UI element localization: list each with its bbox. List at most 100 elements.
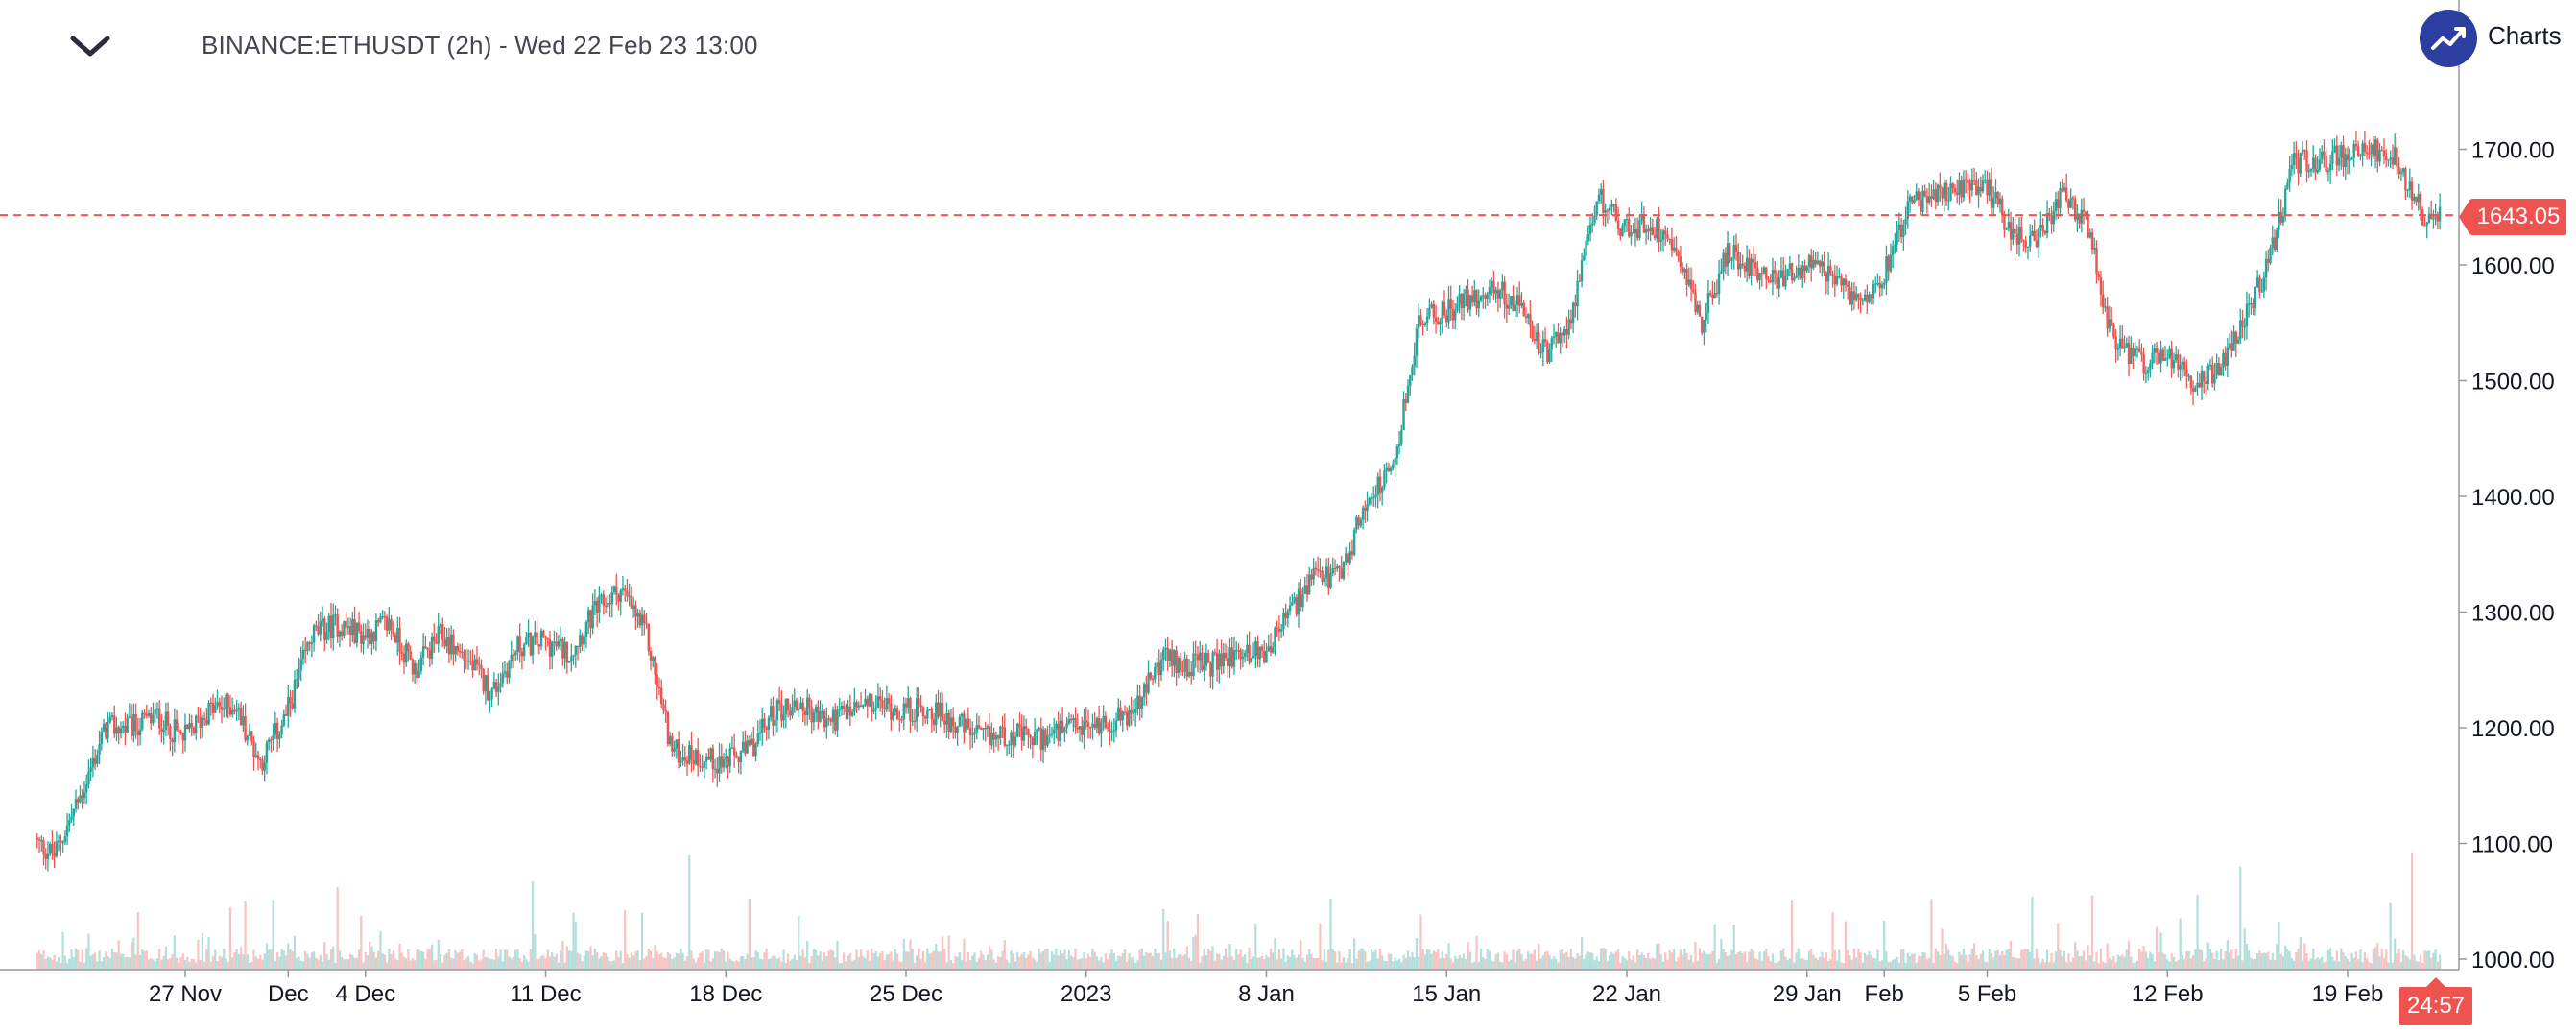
volume-bar xyxy=(2054,951,2058,970)
candle-body xyxy=(1494,289,1497,294)
candle-body xyxy=(385,616,389,631)
volume-bar xyxy=(821,960,823,970)
candle-body xyxy=(784,698,788,715)
candle-body xyxy=(1157,662,1160,676)
candle-body xyxy=(1630,232,1633,237)
candle-body xyxy=(2344,154,2347,168)
candle-body xyxy=(772,706,775,726)
candle-body xyxy=(1921,190,1924,212)
candle-body xyxy=(1548,349,1551,363)
candle-body xyxy=(1183,658,1186,672)
volume-bar xyxy=(1679,949,1682,970)
volume-bar xyxy=(250,962,253,970)
volume-bar xyxy=(301,961,305,970)
candle-body xyxy=(503,671,507,674)
volume-bar xyxy=(1235,949,1238,970)
candle-body xyxy=(173,719,177,743)
candle-body xyxy=(2436,216,2440,222)
volume-bar xyxy=(2208,949,2212,970)
volume-bar xyxy=(1899,949,1903,970)
candle-body xyxy=(2043,230,2047,234)
candle-body xyxy=(2378,150,2381,162)
volume-bar xyxy=(1689,955,1693,970)
volume-bar xyxy=(270,949,273,970)
candle-body xyxy=(1235,650,1238,652)
volume-bar xyxy=(1889,961,1893,970)
candle-body xyxy=(2085,211,2087,216)
candle-body xyxy=(2088,232,2091,238)
volume-bar xyxy=(201,932,203,970)
volume-bar xyxy=(2241,960,2244,970)
volume-bar xyxy=(1126,961,1129,970)
candle-body xyxy=(1246,644,1249,653)
candle-body xyxy=(2009,222,2013,240)
volume-bar xyxy=(60,962,62,970)
volume-bar xyxy=(490,958,493,970)
candle-body xyxy=(2326,170,2330,173)
volume-bar xyxy=(510,958,513,970)
volume-bar xyxy=(2314,959,2317,970)
candle-body xyxy=(1260,646,1264,651)
candle-body xyxy=(902,703,905,720)
volume-bar xyxy=(2404,954,2407,970)
volume-bar xyxy=(716,951,719,970)
volume-bar xyxy=(1986,962,1989,970)
volume-bar xyxy=(2063,950,2066,970)
volume-bar xyxy=(952,963,955,970)
volume-bar xyxy=(610,961,613,970)
candle-body xyxy=(2382,150,2386,157)
volume-bar xyxy=(1668,949,1671,970)
logo-text[interactable]: Charts xyxy=(2488,21,2562,50)
volume-bar xyxy=(383,954,386,970)
candle-body xyxy=(2104,306,2107,308)
volume-bar xyxy=(2378,956,2381,970)
candle-body xyxy=(152,714,155,724)
candle-body xyxy=(1580,260,1584,282)
candle-body xyxy=(2286,182,2289,189)
chart-logo-icon[interactable] xyxy=(2420,10,2477,67)
candle-body xyxy=(1651,227,1655,236)
candle-body xyxy=(968,728,972,735)
volume-bar xyxy=(1734,953,1738,970)
volume-bar xyxy=(46,956,50,970)
volume-bar xyxy=(1625,960,1629,970)
candle-body xyxy=(546,637,549,640)
time-axis[interactable]: 27 Nov Dec 4 Dec 11 Dec 18 Dec 25 Dec 2023 8 Ja… xyxy=(149,970,2383,1007)
volume-bar xyxy=(1593,960,1596,970)
candle-body xyxy=(2370,144,2373,154)
volume-bar xyxy=(1475,935,1478,970)
candle-body xyxy=(1838,276,1841,278)
candle-body xyxy=(1666,234,1669,239)
candle-body xyxy=(1156,662,1158,667)
candle-body xyxy=(2328,163,2332,171)
candle-body xyxy=(1316,569,1320,571)
collapse-chevron-icon[interactable] xyxy=(63,23,117,69)
candle-body xyxy=(1701,316,1704,333)
volume-bar xyxy=(362,962,365,970)
candle-body xyxy=(610,591,613,605)
volume-bar xyxy=(1754,958,1757,970)
volume-bar xyxy=(895,953,899,970)
candle-body xyxy=(2172,360,2176,369)
candle-body xyxy=(1835,276,1839,285)
candle-body xyxy=(1164,647,1167,650)
volume-bar xyxy=(596,951,599,970)
volume-bar xyxy=(2423,949,2426,970)
volume-bar xyxy=(1758,951,1761,970)
candle-body xyxy=(60,840,62,844)
candle-body xyxy=(394,634,397,643)
volume-bar xyxy=(94,952,97,970)
volume-bar xyxy=(1418,956,1420,970)
candle-body xyxy=(1348,551,1351,564)
volume-bar xyxy=(900,961,903,970)
candle-body xyxy=(1147,672,1150,693)
price-axis[interactable]: 1700.001600.001500.001400.001300.001200.… xyxy=(2459,138,2555,974)
volume-bar xyxy=(537,958,540,970)
candle-body xyxy=(548,639,552,657)
candle-body xyxy=(871,693,873,712)
candle-body xyxy=(458,650,462,653)
candle-body xyxy=(1526,314,1530,318)
candle-body xyxy=(1203,665,1205,671)
candle-body xyxy=(1708,293,1712,296)
